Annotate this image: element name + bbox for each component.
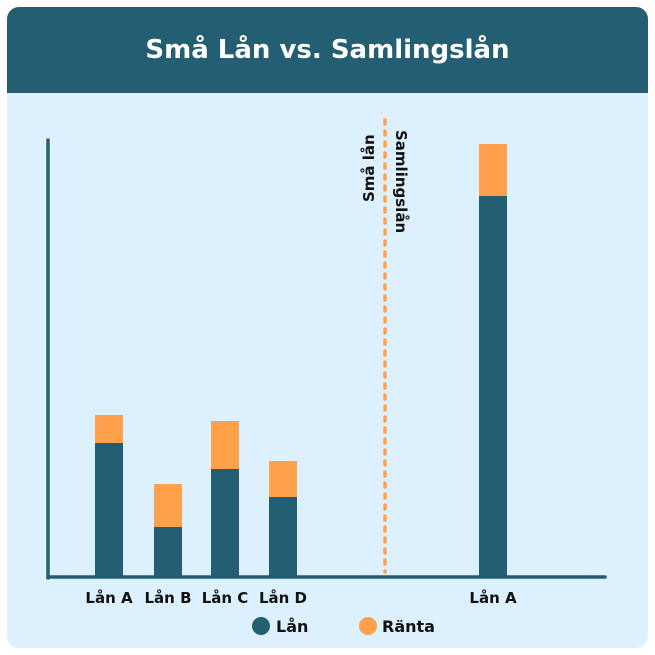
bar-ranta-2	[211, 421, 239, 469]
divider-label-left: Små lån	[360, 134, 378, 202]
x-tick-label: Lån D	[259, 589, 307, 607]
legend-label-lan: Lån	[276, 617, 308, 636]
legend-label-ranta: Ränta	[382, 617, 435, 636]
legend-swatch-lan	[252, 617, 270, 635]
x-tick-label: Lån A	[85, 589, 133, 607]
bar-lan-4	[479, 196, 507, 577]
bar-ranta-4	[479, 144, 507, 196]
bar-ranta-0	[95, 415, 123, 443]
bar-lan-2	[211, 469, 239, 577]
bar-lan-1	[154, 527, 182, 577]
x-tick-label: Lån A	[469, 589, 517, 607]
legend-swatch-ranta	[359, 617, 377, 635]
header: Små Lån vs. Samlingslån	[7, 7, 648, 93]
bar-lan-0	[95, 443, 123, 577]
divider-label-right: Samlingslån	[392, 130, 410, 233]
bar-lan-3	[269, 497, 297, 577]
bar-ranta-3	[269, 461, 297, 497]
chart-title: Små Lån vs. Samlingslån	[145, 35, 510, 65]
x-tick-label: Lån C	[202, 589, 249, 607]
x-tick-label: Lån B	[144, 589, 191, 607]
bar-ranta-1	[154, 484, 182, 527]
